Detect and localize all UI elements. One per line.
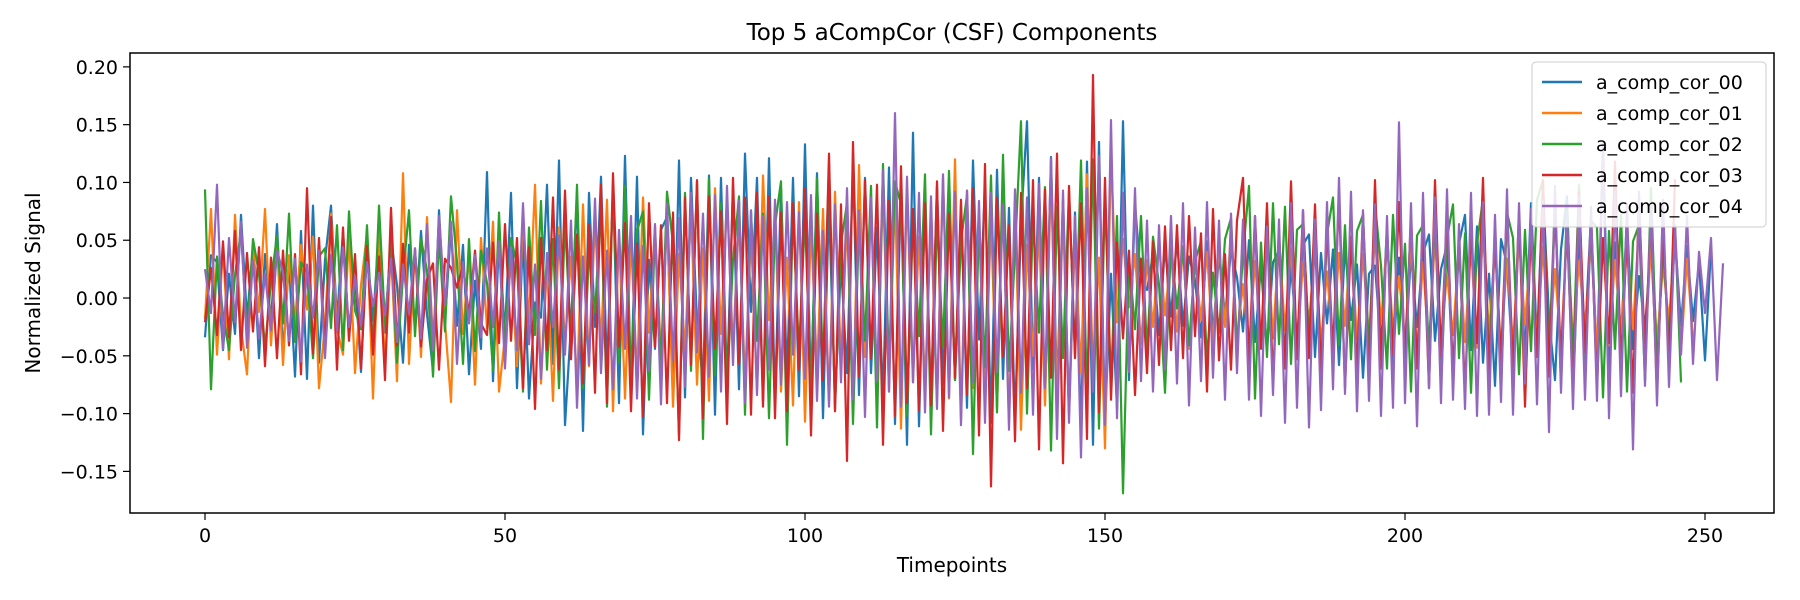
y-axis-label: Normalized Signal xyxy=(21,192,45,373)
legend-label: a_comp_cor_01 xyxy=(1596,103,1743,125)
plot-area xyxy=(129,52,1775,514)
chart-title: Top 5 aCompCor (CSF) Components xyxy=(746,20,1158,46)
legend-label: a_comp_cor_00 xyxy=(1596,72,1743,94)
x-tick-label: 0 xyxy=(199,525,211,547)
x-tick-label: 200 xyxy=(1387,525,1423,547)
x-tick-label: 150 xyxy=(1087,525,1123,547)
y-tick-label: 0.05 xyxy=(76,230,118,252)
x-axis: 0 50 100 150 200 250 xyxy=(199,513,1723,547)
y-tick-label: −0.15 xyxy=(60,461,118,483)
y-tick-label: 0.10 xyxy=(76,172,118,194)
y-tick-label: 0.15 xyxy=(76,115,118,137)
x-tick-label: 250 xyxy=(1687,525,1723,547)
y-tick-label: −0.05 xyxy=(60,346,118,368)
x-tick-label: 100 xyxy=(787,525,823,547)
series-layer xyxy=(203,73,1725,495)
x-axis-label: Timepoints xyxy=(896,553,1007,577)
y-axis: −0.15 −0.10 −0.05 0.00 0.05 0.10 0.15 0.20 xyxy=(60,57,130,483)
plot-frame xyxy=(129,52,1775,514)
legend-label: a_comp_cor_02 xyxy=(1596,134,1743,156)
legend: a_comp_cor_00 a_comp_cor_01 a_comp_cor_02a… xyxy=(1531,61,1767,228)
legend-box xyxy=(1531,61,1767,228)
y-tick-label: 0.20 xyxy=(76,57,118,79)
series-line-4 xyxy=(203,111,1725,459)
legend-label: a_comp_cor_04 xyxy=(1596,196,1743,218)
legend-label: a_comp_cor_03 xyxy=(1596,165,1743,187)
x-tick-label: 50 xyxy=(493,525,517,547)
y-tick-label: −0.10 xyxy=(60,404,118,426)
y-tick-label: 0.00 xyxy=(76,288,118,310)
